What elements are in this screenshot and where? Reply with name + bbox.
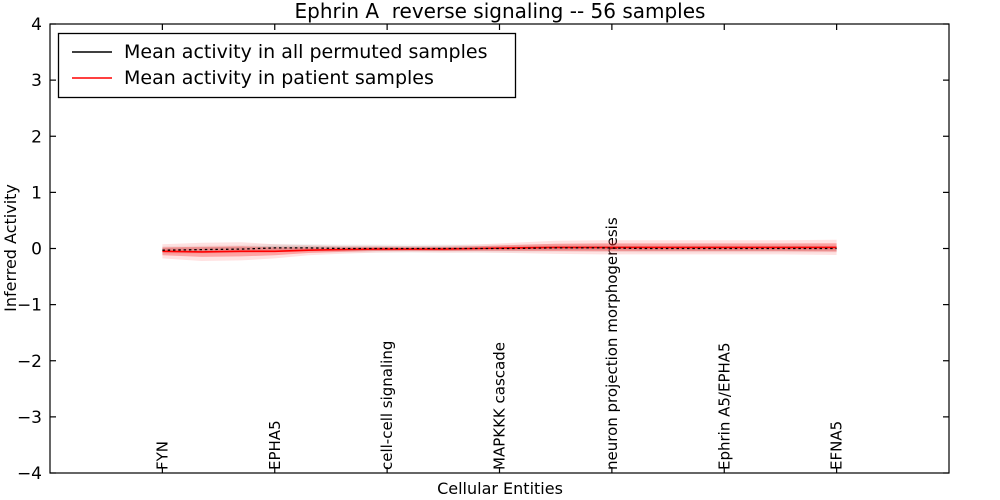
y-tick-label: 3 <box>31 71 42 91</box>
y-tick-label: 4 <box>31 15 42 35</box>
x-tick-label: Ephrin A5/EPHA5 <box>715 342 733 470</box>
x-tick-label: cell-cell signaling <box>378 341 396 470</box>
legend-label-patient: Mean activity in patient samples <box>124 67 434 89</box>
mean-line-permuted <box>162 247 837 251</box>
chart-title: Ephrin A reverse signaling -- 56 samples <box>295 0 706 23</box>
y-tick-label: 2 <box>31 127 42 147</box>
y-tick-label: 0 <box>31 240 42 260</box>
x-tick-label: neuron projection morphogenesis <box>603 217 621 470</box>
x-axis-label: Cellular Entities <box>437 479 563 498</box>
y-tick-label: 1 <box>31 183 42 203</box>
x-tick-labels: FYN EPHA5 cell-cell signaling MAPKKK cascad… <box>153 217 845 470</box>
legend-label-permuted: Mean activity in all permuted samples <box>124 41 487 63</box>
x-tick-label: MAPKKK cascade <box>491 342 509 470</box>
x-tick-label: EFNA5 <box>828 421 846 470</box>
y-tick-label: −1 <box>17 296 42 316</box>
y-tick-labels: 4 3 2 1 0 −1 −2 −3 −4 <box>17 15 42 484</box>
y-tick-label: −3 <box>17 408 42 428</box>
legend: Mean activity in all permuted samples Me… <box>57 32 517 99</box>
series-bands <box>162 239 837 261</box>
y-axis-label: Inferred Activity <box>1 184 20 312</box>
series-lines <box>162 246 837 253</box>
y-tick-label: −2 <box>17 352 42 372</box>
x-tick-label: EPHA5 <box>266 420 284 470</box>
plot-frame <box>49 23 950 474</box>
y-tick-label: −4 <box>17 464 42 484</box>
band-outer <box>162 239 837 261</box>
legend-box <box>57 32 517 99</box>
x-tick-label: FYN <box>153 441 171 470</box>
band-outer <box>162 243 837 255</box>
axis-ticks <box>50 23 949 474</box>
